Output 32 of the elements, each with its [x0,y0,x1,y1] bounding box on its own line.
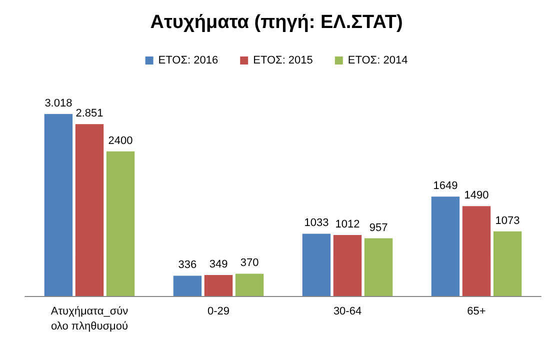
bar [75,124,104,296]
data-label: 336 [178,259,197,272]
x-tick-label: Ατυχήματα_σύνολο πληθυσμού [50,306,129,332]
data-label: 3.018 [44,98,72,110]
bar [173,276,202,296]
data-label: 1649 [433,180,458,192]
bar [44,114,73,296]
data-label: 957 [369,222,388,234]
bar [493,231,522,296]
bar [364,238,393,296]
x-tick-label: 30-64 [333,306,362,318]
legend-label: ΕΤΟΣ: 2015 [253,54,313,66]
bar [462,206,491,296]
data-label: 1033 [304,217,329,230]
legend-label: ΕΤΟΣ: 2016 [158,54,218,66]
data-label: 370 [240,257,259,270]
x-tick-label: 0-29 [207,306,230,318]
data-label: 1490 [464,190,489,202]
data-label: 2400 [108,134,133,147]
data-label: 349 [209,258,228,270]
bar [106,151,135,296]
bar [431,196,460,296]
legend-label: ΕΤΟΣ: 2014 [348,54,408,66]
chart-title: Ατυχήματα (πηγή: ΕΛ.ΣΤΑΤ) [150,12,403,33]
bar [204,274,233,296]
bar [302,234,331,296]
data-label: 1012 [335,218,360,230]
bar [333,234,362,296]
data-label: 1073 [495,214,520,227]
x-tick-label: 65+ [467,306,486,318]
data-label: 2.851 [76,108,104,120]
bar [235,274,264,296]
